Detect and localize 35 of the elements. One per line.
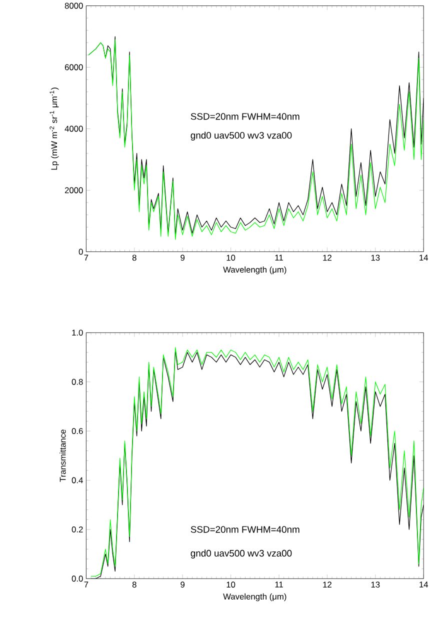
annotation: gnd0 uav500 wv3 vza00 [190, 132, 292, 141]
x-axis-title: Wavelength (μm) [222, 593, 286, 602]
annotation: SSD=20nm FWHM=40nm [190, 113, 300, 120]
x-tick-label: 11 [275, 254, 283, 260]
y-tick-label: 0.0 [72, 576, 83, 582]
annotation: gnd0 uav500 wv3 vza00 [190, 550, 292, 558]
y-tick-label: 8000 [64, 2, 83, 9]
y-tick-label: 0 [78, 248, 83, 255]
x-tick-label: 7 [84, 254, 88, 260]
y-tick-label: 0.2 [72, 526, 83, 532]
annotation: SSD=20nm FWHM=40nm [190, 526, 300, 533]
x-tick-label: 9 [180, 582, 184, 588]
x-tick-label: 13 [371, 254, 380, 261]
x-tick-label: 7 [84, 582, 88, 588]
x-axis-title: Wavelength (μm) [222, 266, 286, 274]
x-tick-label: 12 [323, 254, 332, 261]
x-tick-label: 10 [226, 582, 235, 588]
y-tick-label: 0.8 [72, 378, 83, 385]
y-axis-title: Transmittance [59, 430, 66, 482]
y-tick-label: 2000 [64, 187, 83, 194]
y-tick-label: 6000 [64, 64, 83, 70]
y-tick-label: 4000 [64, 126, 83, 132]
x-tick-label: 14 [419, 582, 428, 588]
y-tick-label: 0.6 [72, 428, 83, 434]
x-tick-label: 9 [180, 254, 184, 261]
x-tick-label: 8 [132, 582, 136, 588]
x-tick-label: 10 [226, 254, 235, 261]
x-tick-label: 14 [419, 254, 428, 260]
x-tick-label: 8 [132, 254, 136, 261]
y-tick-label: 1.0 [72, 330, 83, 336]
x-tick-label: 12 [323, 582, 332, 588]
y-tick-label: 0.4 [72, 477, 83, 484]
x-tick-label: 11 [275, 582, 283, 588]
y-axis-title: Lp (mW m$^{-2}$ sr$^{-1}$ μm$^{-1}$) [50, 88, 59, 170]
x-tick-label: 13 [371, 582, 380, 588]
